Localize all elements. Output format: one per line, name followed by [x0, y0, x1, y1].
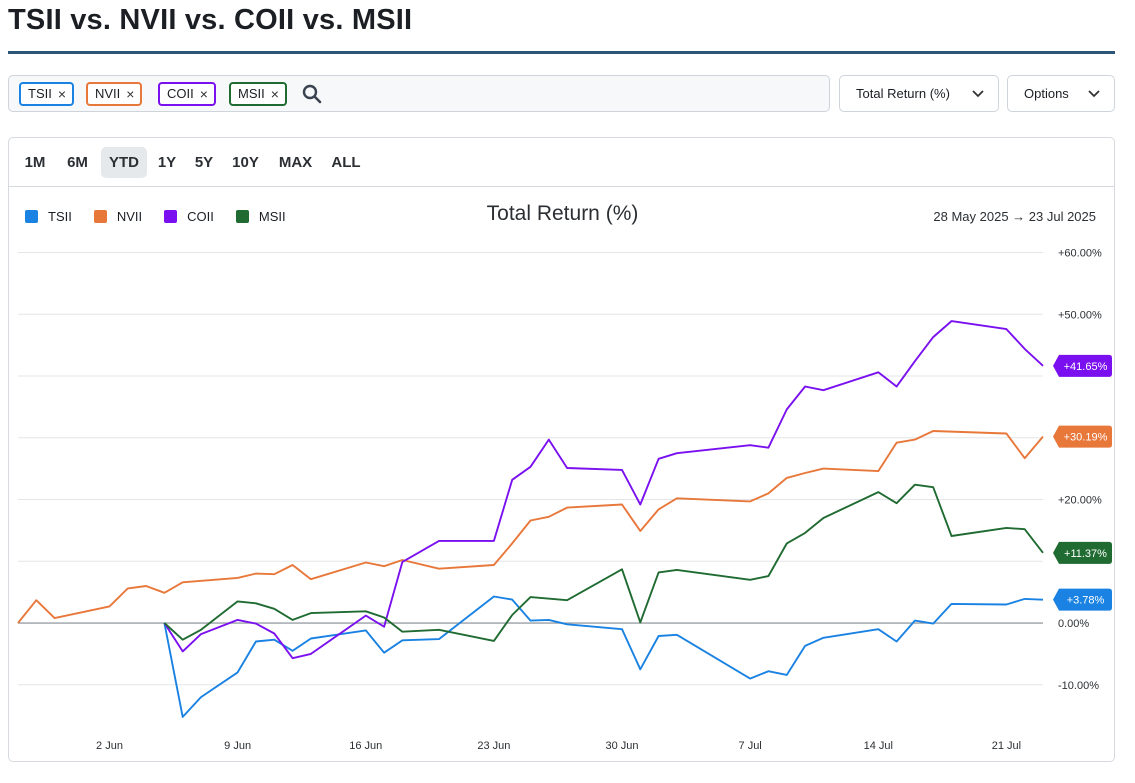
remove-chip-icon[interactable]: × — [57, 86, 67, 102]
legend-label: COII — [187, 209, 214, 224]
metric-dropdown-label: Total Return (%) — [856, 86, 950, 101]
remove-chip-icon[interactable]: × — [199, 86, 208, 102]
chip-msii[interactable]: MSII × — [229, 82, 287, 106]
y-tick-label: +60.00% — [1058, 248, 1102, 260]
legend-item-coii[interactable]: COII — [164, 209, 214, 224]
legend-swatch — [164, 210, 178, 223]
chart-title: Total Return (%) — [486, 202, 639, 225]
end-value-badge — [1053, 354, 1112, 377]
chip-nvii[interactable]: NVII × — [86, 82, 143, 106]
chevron-down-icon — [1088, 90, 1100, 98]
series-line-nvii — [17, 430, 1044, 624]
chip-label: NVII — [95, 86, 121, 101]
end-value-label: +11.37% — [1064, 548, 1107, 560]
legend-swatch — [25, 210, 38, 223]
range-6m[interactable]: 6M — [67, 154, 88, 171]
ticker-search-box[interactable]: TSII × NVII × COII × MSII × — [8, 75, 830, 112]
end-value-label: +41.65% — [1064, 361, 1108, 373]
chart-legend: TSII NVII COII MSII — [25, 209, 286, 224]
legend-label: TSII — [48, 209, 72, 224]
chip-label: TSII — [28, 86, 52, 101]
y-tick-label: +20.00% — [1058, 495, 1102, 507]
range-ytd[interactable]: YTD — [101, 147, 147, 178]
y-tick-label: -10.00% — [1058, 680, 1099, 692]
y-tick-label: 0.00% — [1058, 618, 1089, 630]
legend-item-msii[interactable]: MSII — [235, 209, 286, 224]
legend-swatch — [235, 210, 249, 223]
range-1y[interactable]: 1Y — [157, 154, 177, 171]
chevron-down-icon — [972, 90, 984, 98]
options-dropdown[interactable]: Options — [1007, 75, 1115, 112]
range-max[interactable]: MAX — [278, 154, 313, 171]
series-line-msii — [163, 483, 1044, 642]
x-tick-label: 9 Jun — [224, 740, 251, 752]
chip-tsii[interactable]: TSII × — [19, 82, 75, 106]
range-selector: 1M 6M YTD 1Y 5Y 10Y MAX ALL — [9, 138, 1114, 187]
range-all[interactable]: ALL — [331, 154, 361, 171]
end-value-badge — [1053, 588, 1112, 611]
page-title: TSII vs. NVII vs. COII vs. MSII — [8, 4, 413, 36]
chip-label: MSII — [238, 86, 265, 101]
series-line-coii — [163, 320, 1044, 660]
chip-label: COII — [167, 86, 194, 101]
range-5y[interactable]: 5Y — [194, 154, 214, 171]
y-tick-label: +50.00% — [1058, 309, 1102, 321]
x-tick-label: 23 Jun — [477, 740, 510, 752]
remove-chip-icon[interactable]: × — [270, 86, 279, 102]
chart-panel: 1M 6M YTD 1Y 5Y 10Y MAX ALL Total Return… — [8, 137, 1115, 762]
end-value-label: +3.78% — [1067, 595, 1105, 607]
x-tick-label: 21 Jul — [992, 740, 1021, 752]
legend-item-nvii[interactable]: NVII — [93, 209, 143, 224]
title-divider — [8, 51, 1115, 54]
x-tick-label: 14 Jul — [864, 740, 893, 752]
chip-coii[interactable]: COII × — [158, 82, 216, 106]
remove-chip-icon[interactable]: × — [126, 86, 135, 102]
legend-label: MSII — [258, 209, 286, 224]
x-tick-label: 7 Jul — [739, 740, 762, 752]
search-icon[interactable] — [302, 84, 322, 104]
metric-dropdown[interactable]: Total Return (%) — [839, 75, 999, 112]
x-tick-label: 16 Jun — [349, 740, 382, 752]
legend-label: NVII — [116, 209, 143, 224]
legend-item-tsii[interactable]: TSII — [25, 209, 72, 224]
end-value-badge — [1053, 541, 1112, 564]
legend-swatch — [93, 210, 107, 223]
range-10y[interactable]: 10Y — [232, 154, 259, 171]
date-range-label: 28 May 2025 → 23 Jul 2025 — [933, 209, 1096, 224]
options-dropdown-label: Options — [1024, 86, 1069, 101]
end-value-badge — [1053, 425, 1112, 448]
x-tick-label: 2 Jun — [96, 740, 123, 752]
x-tick-label: 30 Jun — [606, 740, 639, 752]
end-value-label: +30.19% — [1064, 432, 1108, 444]
range-1m[interactable]: 1M — [24, 154, 46, 171]
